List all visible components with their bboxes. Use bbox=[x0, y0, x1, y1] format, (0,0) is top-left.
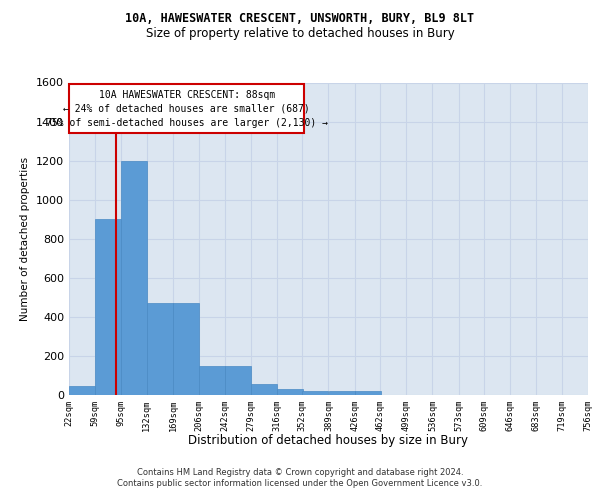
FancyBboxPatch shape bbox=[69, 84, 304, 134]
Bar bbox=[277, 389, 303, 395]
Bar bbox=[147, 303, 173, 395]
Bar bbox=[355, 392, 381, 395]
Y-axis label: Number of detached properties: Number of detached properties bbox=[20, 156, 31, 321]
X-axis label: Distribution of detached houses by size in Bury: Distribution of detached houses by size … bbox=[188, 434, 469, 447]
Bar bbox=[121, 160, 146, 395]
Bar bbox=[173, 303, 199, 395]
Text: 10A, HAWESWATER CRESCENT, UNSWORTH, BURY, BL9 8LT: 10A, HAWESWATER CRESCENT, UNSWORTH, BURY… bbox=[125, 12, 475, 26]
Bar bbox=[251, 384, 277, 395]
Bar bbox=[302, 391, 328, 395]
Bar bbox=[69, 386, 95, 395]
Bar bbox=[224, 366, 251, 395]
Bar bbox=[95, 219, 121, 395]
Bar bbox=[329, 392, 355, 395]
Text: Size of property relative to detached houses in Bury: Size of property relative to detached ho… bbox=[146, 28, 454, 40]
Bar bbox=[199, 366, 225, 395]
Text: Contains HM Land Registry data © Crown copyright and database right 2024.
Contai: Contains HM Land Registry data © Crown c… bbox=[118, 468, 482, 487]
Text: 10A HAWESWATER CRESCENT: 88sqm
← 24% of detached houses are smaller (687)
75% of: 10A HAWESWATER CRESCENT: 88sqm ← 24% of … bbox=[46, 90, 328, 128]
